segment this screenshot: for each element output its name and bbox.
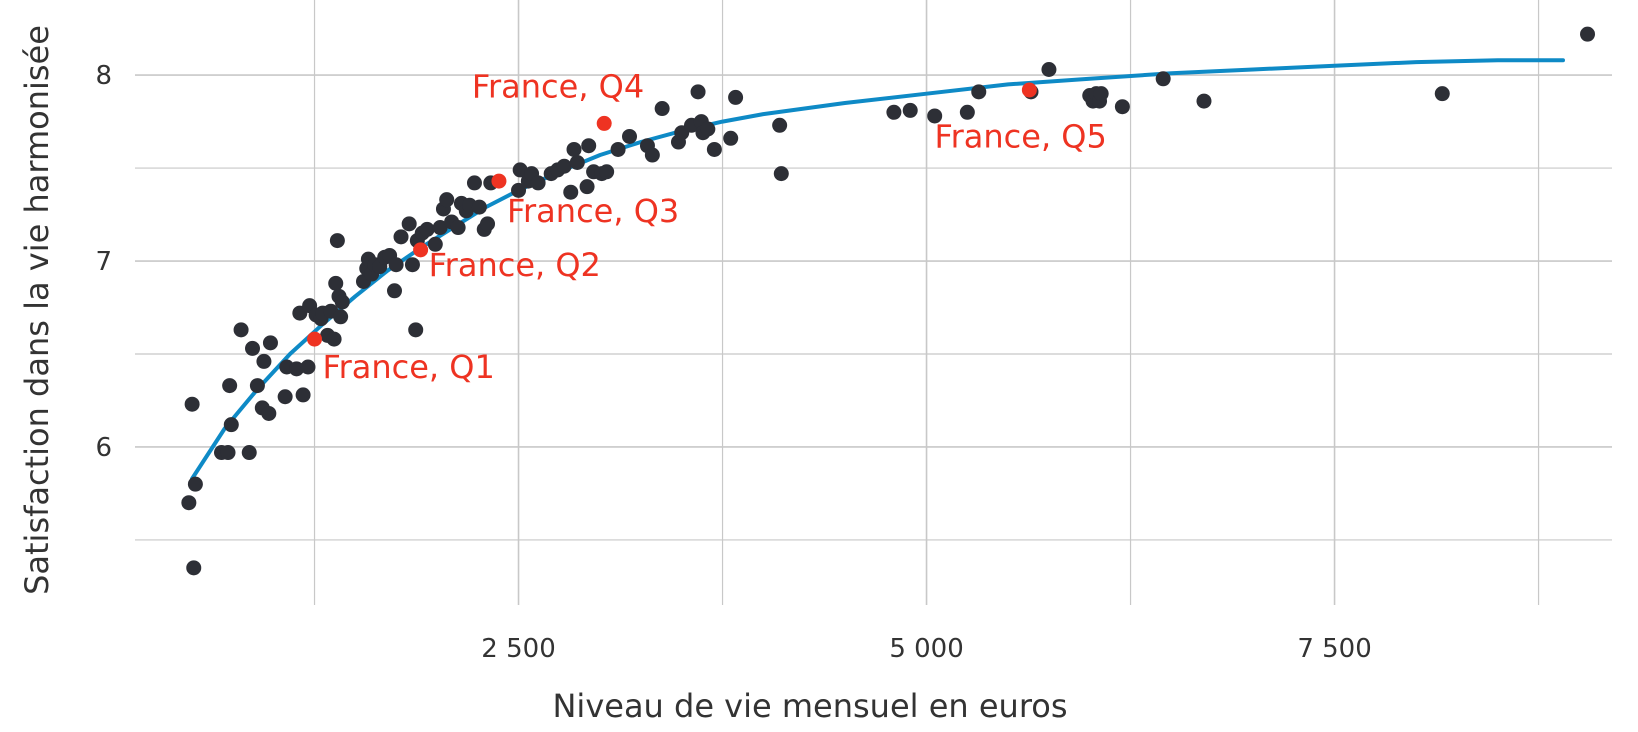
data-point	[432, 220, 448, 236]
data-point	[1114, 99, 1130, 115]
data-point	[959, 104, 975, 120]
data-point	[427, 236, 443, 252]
data-point	[1093, 86, 1109, 102]
data-point	[233, 322, 249, 338]
data-point	[222, 378, 238, 394]
data-point	[772, 117, 788, 133]
highlight-point	[413, 242, 429, 258]
data-point	[886, 104, 902, 120]
data-point	[579, 179, 595, 195]
highlight-label: France, Q3	[507, 192, 679, 230]
data-point	[556, 158, 572, 174]
data-point	[245, 340, 261, 356]
data-point	[439, 192, 455, 208]
data-point	[261, 405, 277, 421]
highlight-point	[307, 331, 323, 347]
data-point	[388, 257, 404, 273]
data-point	[393, 229, 409, 245]
data-point	[622, 128, 638, 144]
data-point	[902, 102, 918, 118]
data-point	[256, 353, 272, 369]
data-point	[186, 560, 202, 576]
data-point	[328, 275, 344, 291]
data-point	[700, 121, 716, 137]
data-point	[408, 322, 424, 338]
data-point	[326, 331, 342, 347]
data-point	[184, 396, 200, 412]
data-point	[241, 445, 257, 461]
data-point	[187, 476, 203, 492]
data-point	[971, 84, 987, 100]
highlight-label: France, Q2	[429, 246, 601, 284]
data-point	[563, 184, 579, 200]
y-axis-title: Satisfaction dans la vie harmonisée	[18, 25, 56, 595]
data-point	[1434, 86, 1450, 102]
data-point	[289, 361, 305, 377]
data-point	[1041, 62, 1057, 77]
highlight-point	[1021, 82, 1037, 98]
data-point	[329, 233, 345, 249]
data-point	[249, 378, 265, 394]
data-point	[690, 84, 706, 100]
data-point	[610, 141, 626, 157]
data-point	[581, 138, 597, 154]
data-point	[300, 359, 316, 375]
data-point	[566, 141, 582, 157]
data-point	[223, 417, 239, 433]
data-point	[386, 283, 402, 299]
y-tick-label: 6	[95, 433, 112, 463]
data-point	[466, 175, 482, 191]
data-point	[450, 220, 466, 236]
data-point	[181, 495, 197, 511]
highlight-point	[596, 115, 612, 131]
data-point	[1155, 71, 1171, 87]
x-tick-label: 2 500	[481, 634, 555, 664]
data-point	[295, 387, 311, 403]
highlight-label: France, Q1	[323, 348, 495, 386]
data-point	[1196, 93, 1212, 109]
data-point	[644, 147, 660, 163]
data-point	[1580, 26, 1596, 42]
data-point	[419, 221, 435, 237]
data-point	[654, 101, 670, 117]
highlight-label: France, Q5	[935, 118, 1107, 156]
data-point	[530, 175, 546, 191]
data-point	[927, 108, 943, 124]
highlight-point	[491, 173, 507, 189]
data-point	[334, 294, 350, 310]
data-points	[181, 26, 1596, 576]
data-point	[262, 335, 278, 351]
data-point	[220, 445, 236, 461]
france-quintile-points: France, Q1 France, Q2 France, Q3 France, Q4…	[307, 67, 1107, 386]
data-point	[404, 257, 420, 273]
highlight-label: France, Q4	[472, 67, 644, 105]
data-point	[277, 389, 293, 405]
data-point	[723, 130, 739, 146]
data-point	[511, 182, 527, 198]
data-point	[773, 166, 789, 182]
data-point	[599, 164, 615, 180]
tick-labels: 2 500 5 000 7 500 6 7 8	[95, 61, 1371, 664]
data-point	[512, 162, 528, 178]
data-point	[401, 216, 417, 232]
y-tick-label: 7	[95, 247, 112, 277]
data-point	[706, 141, 722, 157]
x-axis-title: Niveau de vie mensuel en euros	[552, 687, 1067, 725]
x-tick-label: 7 500	[1297, 634, 1371, 664]
y-tick-label: 8	[95, 61, 112, 91]
data-point	[471, 199, 487, 215]
data-point	[569, 154, 585, 170]
data-point	[333, 309, 349, 325]
data-point	[480, 216, 496, 232]
grid-lines	[135, 0, 1612, 605]
data-point	[728, 89, 744, 105]
x-tick-label: 5 000	[889, 634, 963, 664]
